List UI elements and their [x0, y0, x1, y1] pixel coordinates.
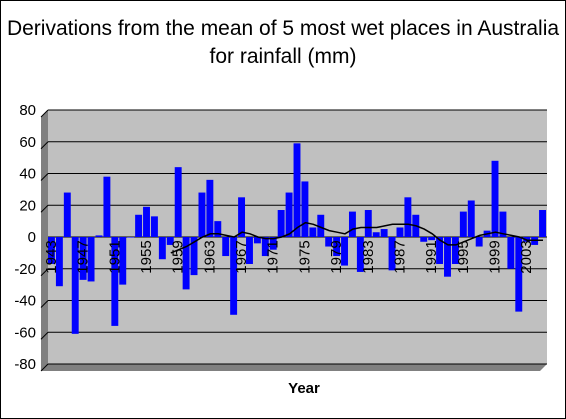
bar — [198, 192, 206, 237]
bar — [214, 221, 222, 237]
bar — [246, 237, 253, 264]
bar — [372, 232, 380, 237]
gridline-side — [40, 173, 49, 181]
bar — [515, 237, 523, 312]
bar — [531, 237, 539, 245]
bar — [111, 237, 119, 326]
y-tick-label: -60 — [14, 324, 36, 341]
bar — [206, 179, 214, 237]
bar — [348, 211, 356, 237]
x-axis-label: Year — [288, 380, 320, 397]
chart-title: Derivations from the mean of 5 most wet … — [6, 17, 560, 68]
y-tick-label: -40 — [14, 293, 36, 310]
bar — [317, 214, 325, 237]
bar — [356, 237, 364, 272]
x-tick-label: 1987 — [391, 240, 408, 273]
bar — [467, 200, 475, 237]
gridline-side — [40, 141, 49, 150]
bar — [301, 181, 309, 237]
x-tick-label: 1951 — [106, 240, 123, 273]
bar — [293, 143, 301, 237]
bar — [119, 237, 127, 285]
x-tick-label: 1979 — [328, 240, 345, 273]
bar — [333, 237, 341, 257]
bar — [95, 235, 103, 237]
x-tick-label: 1955 — [138, 240, 155, 273]
bar — [87, 237, 95, 282]
bar — [341, 237, 348, 266]
bar — [166, 237, 174, 245]
bar — [261, 237, 269, 257]
x-tick-label: 1971 — [265, 240, 282, 273]
bar — [285, 192, 293, 237]
bar — [127, 237, 135, 238]
gridline-side — [40, 204, 49, 213]
bar — [507, 237, 515, 269]
x-tick-label: 1943 — [43, 240, 60, 273]
y-tick-label: 20 — [19, 197, 36, 214]
bar — [364, 210, 372, 237]
bar — [499, 211, 507, 237]
bar — [174, 167, 182, 237]
bar — [380, 229, 388, 237]
bar — [309, 227, 317, 237]
bar — [325, 237, 333, 247]
bar — [79, 237, 87, 280]
x-tick-label: 1959 — [170, 240, 187, 273]
y-tick-label: -20 — [14, 261, 36, 278]
plot-area-floor — [41, 364, 547, 371]
x-tick-label: 1999 — [487, 240, 504, 273]
bar — [230, 237, 238, 315]
x-tick-label: 2003 — [518, 240, 535, 273]
bar — [253, 237, 261, 244]
x-tick-label: 1975 — [296, 240, 313, 273]
bar — [190, 237, 198, 276]
bar — [277, 210, 285, 237]
y-tick-label: 80 — [19, 102, 36, 119]
bar — [238, 197, 246, 237]
x-tick-label: 1947 — [75, 240, 92, 273]
bar — [182, 237, 190, 290]
bar — [428, 237, 436, 241]
bar — [135, 214, 143, 237]
x-tick-label: 1991 — [423, 240, 440, 273]
bar — [436, 237, 444, 264]
bar — [48, 237, 55, 264]
bar — [491, 160, 499, 237]
y-tick-label: -80 — [14, 356, 36, 373]
bar — [388, 237, 396, 271]
x-tick-label: 1963 — [201, 240, 218, 273]
bar — [444, 237, 451, 277]
bar — [404, 197, 412, 237]
bar — [143, 206, 150, 237]
bar — [420, 237, 428, 242]
bar — [158, 237, 166, 260]
gridline-side — [40, 109, 49, 118]
y-tick-label: 40 — [19, 166, 36, 183]
y-tick-label: 60 — [19, 134, 36, 151]
gridline-side — [40, 300, 49, 308]
gridline-side — [40, 331, 49, 340]
bar — [71, 237, 79, 334]
y-tick-label: 0 — [28, 229, 36, 246]
bar — [396, 227, 404, 237]
bar — [459, 211, 467, 237]
bar — [150, 216, 158, 237]
bar — [475, 237, 483, 247]
bar — [63, 192, 71, 237]
moving-average-line — [170, 221, 543, 254]
bar — [55, 237, 63, 287]
bar — [103, 176, 111, 237]
x-tick-label: 1983 — [360, 240, 377, 273]
gridline-side — [40, 268, 49, 277]
x-tick-label: 1967 — [233, 240, 250, 273]
gridline-side — [40, 363, 49, 372]
bar — [269, 237, 277, 250]
bar — [451, 237, 459, 264]
bar — [539, 210, 546, 237]
bar — [222, 237, 230, 257]
x-tick-label: 1995 — [455, 240, 472, 273]
